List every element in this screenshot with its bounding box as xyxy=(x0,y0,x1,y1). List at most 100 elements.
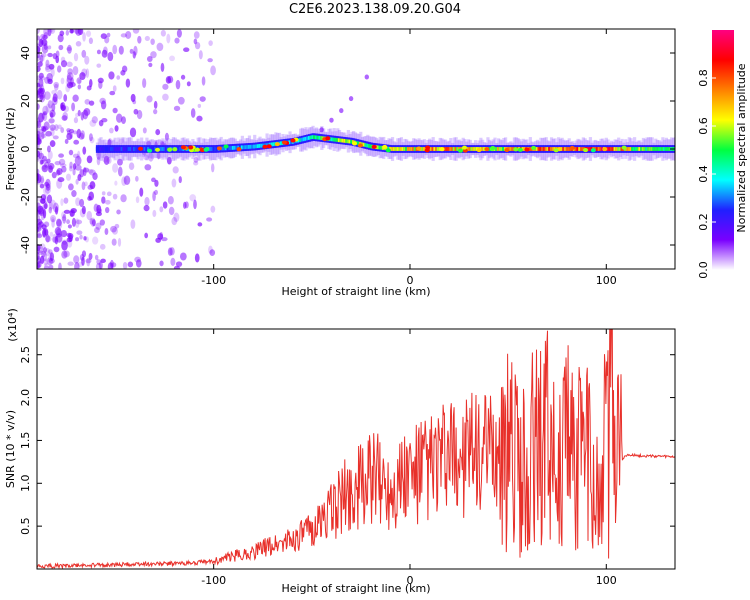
noise-blob xyxy=(89,181,96,190)
ridge-hotspot xyxy=(194,147,200,152)
ridge-hotspot xyxy=(266,144,272,149)
noise-blob xyxy=(137,35,142,44)
ridge-hotspot xyxy=(167,147,173,152)
ridge-core xyxy=(316,135,320,140)
ridge-core xyxy=(254,144,259,149)
noise-blob xyxy=(71,102,76,112)
ridge-hotspot xyxy=(274,142,280,147)
noise-blob xyxy=(70,77,74,85)
noise-blob xyxy=(82,167,87,177)
noise-blob xyxy=(41,39,48,46)
noise-blob xyxy=(41,229,49,237)
noise-blob xyxy=(157,233,164,240)
ridge-core xyxy=(302,137,306,142)
ridge-core xyxy=(306,136,310,141)
ridge-core xyxy=(412,147,416,151)
noise-blob xyxy=(130,93,136,103)
ridge-core xyxy=(304,136,308,141)
noise-blob xyxy=(62,111,69,121)
noise-blob xyxy=(96,204,102,214)
noise-blob xyxy=(107,262,114,269)
ridge-core xyxy=(406,147,411,151)
noise-blob xyxy=(48,252,53,263)
noise-blob xyxy=(40,52,47,58)
ridge-core xyxy=(548,147,552,151)
noise-blob xyxy=(72,168,76,176)
ridge-core xyxy=(375,145,379,150)
ridge-core xyxy=(654,147,658,151)
noise-blob xyxy=(42,110,48,116)
ridge-core xyxy=(567,147,571,151)
colorbar-tick-label: 0.6 xyxy=(697,117,710,135)
noise-blob xyxy=(37,133,40,140)
noise-blob xyxy=(42,165,47,170)
noise-blob xyxy=(37,52,41,59)
ridge-core xyxy=(594,147,598,151)
noise-blob xyxy=(79,72,86,80)
plot-frame-bottom xyxy=(36,328,676,570)
ridge-core xyxy=(122,147,126,151)
noise-blob xyxy=(47,162,55,170)
noise-blob xyxy=(112,107,118,114)
noise-blob xyxy=(110,225,117,233)
noise-blob xyxy=(194,253,200,263)
noise-blob xyxy=(42,105,49,116)
noise-blob xyxy=(104,227,109,236)
branch-blob xyxy=(329,117,334,123)
noise-blob xyxy=(58,262,62,269)
ridge-core xyxy=(376,145,381,150)
noise-blob xyxy=(170,257,176,266)
ridge-core xyxy=(537,147,541,151)
noise-blob xyxy=(60,60,68,68)
ridge-hotspot xyxy=(203,147,209,152)
noise-blob xyxy=(84,55,90,65)
noise-blob xyxy=(42,201,48,210)
noise-blob xyxy=(73,52,79,62)
figure-title: C2E6.2023.138.09.20.G04 xyxy=(288,2,462,17)
ridge-core xyxy=(125,147,130,151)
ridge-core xyxy=(403,147,407,151)
colorbar-tick-label: 0.4 xyxy=(697,165,710,183)
noise-blob xyxy=(92,172,98,180)
ridge-core xyxy=(143,147,147,151)
noise-blob xyxy=(37,155,41,162)
noise-blob xyxy=(60,102,64,109)
noise-blob xyxy=(82,32,86,42)
ridge-core xyxy=(454,147,458,151)
ridge-core xyxy=(551,147,555,151)
noise-blob xyxy=(197,222,203,227)
noise-blob xyxy=(77,174,82,182)
ridge-hotspot xyxy=(290,138,296,143)
ridge-core xyxy=(655,147,660,151)
noise-blob xyxy=(210,205,216,213)
ridge-hotspot xyxy=(138,146,144,151)
noise-blob xyxy=(109,90,116,96)
noise-blob xyxy=(99,243,106,250)
noise-blob xyxy=(49,124,56,131)
noise-blob xyxy=(85,258,92,264)
ridge-core xyxy=(346,139,350,144)
ridge-core xyxy=(560,147,564,151)
ridge-core xyxy=(360,142,365,147)
noise-blob xyxy=(89,79,93,88)
ridge-core xyxy=(650,147,654,151)
ridge-core xyxy=(124,147,128,151)
ridge-core xyxy=(106,147,110,151)
noise-blob xyxy=(37,233,43,239)
ridge-core xyxy=(279,141,283,146)
noise-blob xyxy=(67,44,72,54)
noise-blob xyxy=(37,140,40,150)
noise-blob xyxy=(199,96,206,102)
ridge-core xyxy=(101,147,105,151)
noise-blob xyxy=(56,233,63,243)
ridge-core xyxy=(496,147,501,151)
ridge-core xyxy=(260,143,264,148)
noise-blob xyxy=(60,229,68,238)
noise-blob xyxy=(57,65,62,73)
noise-blob xyxy=(167,247,173,256)
noise-blob xyxy=(132,51,136,59)
ridge-core xyxy=(221,146,225,151)
ridge-core xyxy=(161,147,165,151)
noise-blob xyxy=(68,183,74,191)
